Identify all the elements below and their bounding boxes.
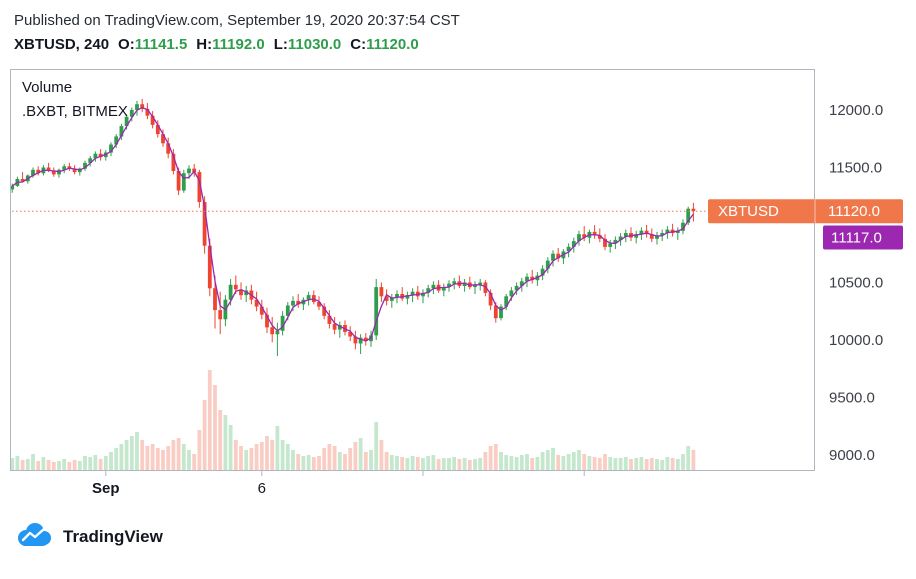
snapshot-page: Published on TradingView.com, September … [0, 12, 916, 553]
svg-text:XBTUSD: XBTUSD [718, 203, 779, 220]
index-overlay-line [11, 106, 694, 342]
svg-text:11117.0: 11117.0 [831, 230, 882, 247]
chart-area[interactable]: 12000.0 11500.0 10500.0 10000.0 9500.0 9000.0… [10, 69, 910, 505]
plot-border [10, 69, 815, 471]
symbol-price-label: XBTUSD 11120.0 [708, 199, 903, 224]
svg-text:9500.0: 9500.0 [829, 390, 875, 407]
close-label: C: [350, 36, 367, 53]
tradingview-brand: TradingView [63, 527, 163, 546]
candles-layer [10, 98, 696, 356]
svg-text:11500.0: 11500.0 [829, 160, 882, 177]
low-value: 11030.0 [287, 36, 342, 53]
open-label: O: [118, 36, 135, 53]
svg-text:10000.0: 10000.0 [829, 332, 883, 349]
footer: TradingView [14, 521, 916, 553]
high-value: 11192.0 [212, 36, 265, 53]
open-value: 11141.5 [134, 36, 188, 53]
svg-text:11120.0: 11120.0 [828, 203, 880, 220]
svg-text:6: 6 [258, 480, 266, 497]
high-label: H: [196, 36, 213, 53]
svg-text:12000.0: 12000.0 [829, 102, 883, 119]
symbol-interval: XBTUSD, 240 [14, 36, 110, 53]
svg-text:10500.0: 10500.0 [829, 275, 883, 292]
svg-text:Sep: Sep [92, 480, 120, 497]
close-value: 11120.0 [366, 36, 419, 53]
price-axis[interactable]: 12000.0 11500.0 10500.0 10000.0 9500.0 9000.0 [829, 102, 883, 464]
volume-bars-layer [10, 370, 696, 470]
published-line: Published on TradingView.com, September … [14, 12, 460, 29]
index-price-label: 11117.0 [823, 225, 903, 250]
symbol-ohlc-line: XBTUSD, 240 O:11141.5 H:11192.0 L:11030.0 C:… [0, 29, 916, 53]
svg-text:9000.0: 9000.0 [829, 447, 875, 464]
tradingview-logo-icon[interactable] [14, 521, 54, 553]
time-axis[interactable]: Sep 6 [92, 471, 585, 497]
price-chart-canvas[interactable]: 12000.0 11500.0 10500.0 10000.0 9500.0 9000.0… [10, 69, 910, 505]
low-label: L: [273, 36, 288, 53]
